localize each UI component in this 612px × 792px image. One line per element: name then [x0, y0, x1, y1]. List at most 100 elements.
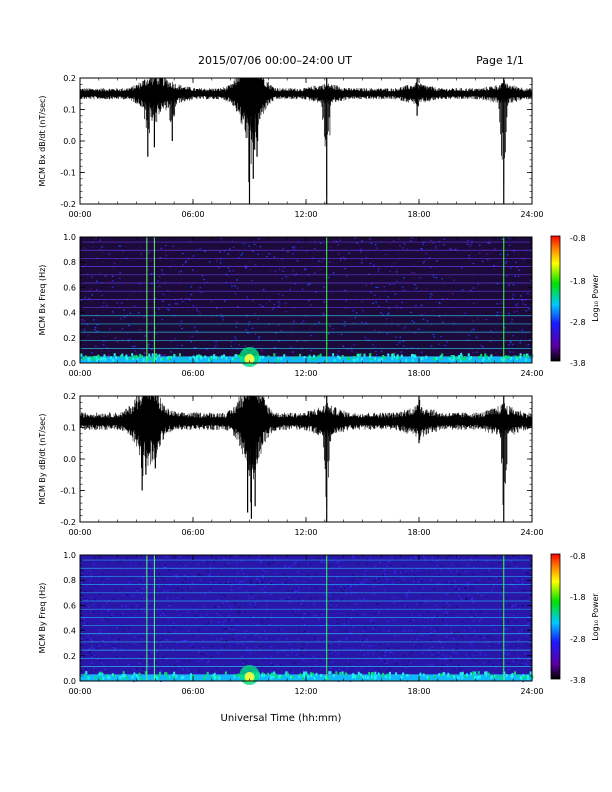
spectrogram-pixel [284, 354, 287, 356]
spectrogram-pixel [99, 271, 101, 274]
spectrogram-pixel [526, 664, 529, 666]
low-frequency-power [272, 675, 275, 679]
spectrogram-pixel [322, 312, 324, 314]
spectrogram-pixel [335, 585, 337, 587]
spectrogram-pixel [340, 585, 342, 587]
spectrogram-pixel [160, 354, 163, 356]
spectrogram-pixel [158, 308, 160, 310]
spectrogram-pixel [328, 599, 330, 601]
spectrogram-pixel [488, 242, 491, 244]
spectrogram-pixel [276, 353, 278, 355]
low-frequency-power [158, 675, 160, 679]
spectrogram-pixel [394, 572, 396, 574]
spectrogram-pixel [509, 340, 512, 343]
spectrogram-pixel [245, 630, 248, 632]
spectrogram-pixel [165, 567, 167, 569]
spectrogram-pixel [178, 556, 181, 558]
spectrogram-pixel [423, 571, 425, 573]
spectrogram-pixel [298, 631, 300, 633]
low-frequency-power [372, 672, 375, 676]
spectrogram-pixel [447, 276, 450, 278]
spectrogram-pixel [423, 261, 425, 263]
spectrogram-pixel [189, 644, 191, 646]
bx-line-trace [79, 78, 533, 204]
spectrogram-pixel [451, 585, 454, 587]
low-frequency-power [212, 355, 215, 359]
spectrogram-pixel [291, 246, 294, 249]
spectrogram-pixel [147, 599, 149, 601]
x-tick-label: 24:00 [520, 687, 543, 696]
spectrogram-pixel [120, 560, 122, 562]
low-frequency-power [213, 354, 216, 358]
spectrogram-pixel [140, 351, 142, 353]
spectrogram-pixel [91, 640, 93, 642]
spectrogram-pixel [473, 614, 475, 616]
spectrogram-pixel [344, 637, 347, 639]
spectrogram-pixel [295, 613, 297, 615]
spectrogram-pixel [335, 630, 337, 632]
spectrogram-pixel [429, 296, 432, 298]
colorbar-by-tick: -0.8 [570, 552, 586, 561]
spectrogram-pixel [260, 560, 262, 562]
spectrogram-pixel [111, 311, 114, 313]
spectrogram-pixel [133, 643, 136, 645]
low-frequency-power [397, 356, 400, 360]
spectrogram-pixel [138, 609, 140, 611]
spectrogram-pixel [330, 250, 332, 252]
low-frequency-power [151, 353, 154, 357]
x-tick-label: 18:00 [407, 687, 430, 696]
spectrogram-pixel [511, 321, 513, 323]
spectrogram-pixel [258, 336, 260, 338]
low-frequency-power [278, 675, 280, 679]
spectrogram-pixel [154, 662, 157, 664]
spectrogram-pixel [506, 261, 508, 263]
spectrogram-pixel [513, 586, 516, 588]
spectrogram-pixel [166, 647, 169, 649]
spectrogram-pixel [292, 269, 294, 272]
spectrogram-pixel [197, 289, 199, 291]
spectrogram-pixel [405, 574, 408, 576]
spectrogram-pixel [508, 312, 510, 315]
spectrogram-pixel [217, 598, 219, 601]
spectrogram-pixel [455, 647, 457, 649]
spectrogram-pixel [440, 668, 443, 670]
spectrogram-pixel [472, 602, 474, 604]
spectrogram-pixel [113, 645, 115, 647]
spectrogram-pixel [240, 349, 243, 351]
spectrogram-pixel [227, 254, 230, 256]
spectrogram-pixel [235, 603, 237, 605]
spectrogram-pixel [445, 672, 447, 674]
spectrogram-pixel [444, 619, 447, 621]
spectrogram-pixel [293, 661, 295, 663]
spectrogram-pixel [378, 268, 380, 270]
spectrogram-pixel [210, 588, 212, 590]
spectrogram-pixel [439, 302, 441, 304]
spectrogram-pixel [179, 284, 181, 286]
spectrogram-pixel [174, 338, 176, 340]
spectrogram-pixel [350, 318, 352, 320]
spectrogram-pixel [99, 240, 101, 242]
spectrogram-pixel [415, 287, 417, 289]
spectrogram-pixel [450, 248, 452, 250]
spectrogram-pixel [260, 345, 262, 347]
spectrogram-pixel [259, 284, 262, 286]
low-frequency-power [275, 675, 278, 679]
spectrogram-pixel [94, 329, 97, 331]
low-frequency-power [425, 355, 428, 359]
spectrogram-pixel [430, 345, 433, 347]
low-frequency-power [461, 671, 464, 675]
spectrogram-pixel [80, 651, 82, 653]
spectrogram-pixel [374, 244, 377, 246]
low-frequency-power [356, 357, 359, 361]
low-frequency-power [196, 354, 199, 358]
low-frequency-power [204, 675, 207, 679]
low-frequency-power [383, 356, 386, 360]
spectrogram-pixel [289, 289, 291, 291]
spectrogram-pixel [204, 593, 207, 595]
spectrogram-pixel [248, 321, 251, 323]
spectrogram-pixel [399, 336, 401, 338]
low-frequency-power [154, 675, 157, 679]
spectrogram-pixel [505, 597, 508, 599]
spectrogram-pixel [467, 564, 470, 566]
spectrogram-pixel [475, 581, 478, 583]
